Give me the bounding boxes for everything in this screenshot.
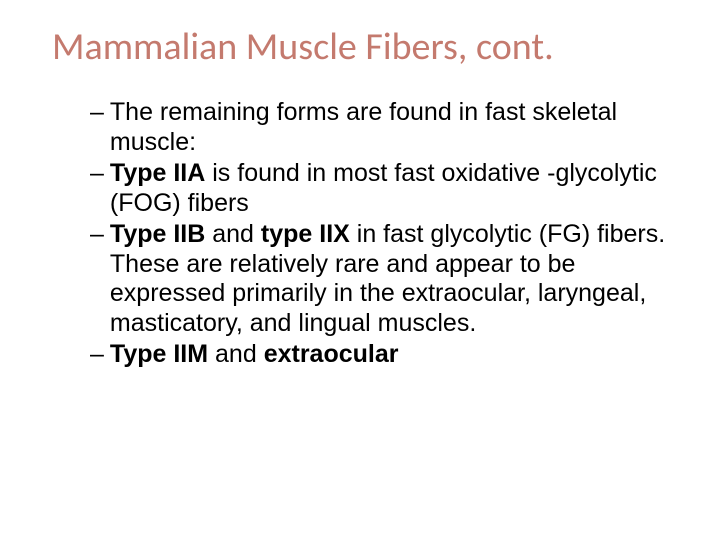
slide: Mammalian Muscle Fibers, cont. –The rema… [0, 0, 720, 540]
bullet-item: –Type IIA is found in most fast oxidativ… [90, 159, 668, 218]
bullet-text: Type IIB and type IIX in fast glycolytic… [110, 220, 668, 338]
text-run: and [208, 340, 264, 368]
slide-body: –The remaining forms are found in fast s… [52, 98, 668, 370]
dash-icon: – [90, 98, 104, 128]
bullet-text: Type IIM and extraocular [110, 340, 668, 370]
text-run: and [205, 220, 261, 248]
bullet-text: The remaining forms are found in fast sk… [110, 98, 668, 157]
bullet-text: Type IIA is found in most fast oxidative… [110, 159, 668, 218]
text-run: extraocular [264, 340, 399, 368]
text-run: Type IIA [110, 159, 205, 187]
text-run: The remaining forms are found in fast sk… [110, 98, 617, 156]
bullet-item: –Type IIM and extraocular [90, 340, 668, 370]
dash-icon: – [90, 340, 104, 370]
bullet-item: –Type IIB and type IIX in fast glycolyti… [90, 220, 668, 338]
bullet-item: –The remaining forms are found in fast s… [90, 98, 668, 157]
dash-icon: – [90, 159, 104, 189]
dash-icon: – [90, 220, 104, 250]
text-run: Type IIB [110, 220, 205, 248]
slide-title: Mammalian Muscle Fibers, cont. [52, 24, 668, 70]
text-run: type IIX [261, 220, 350, 248]
text-run: Type IIM [110, 340, 208, 368]
